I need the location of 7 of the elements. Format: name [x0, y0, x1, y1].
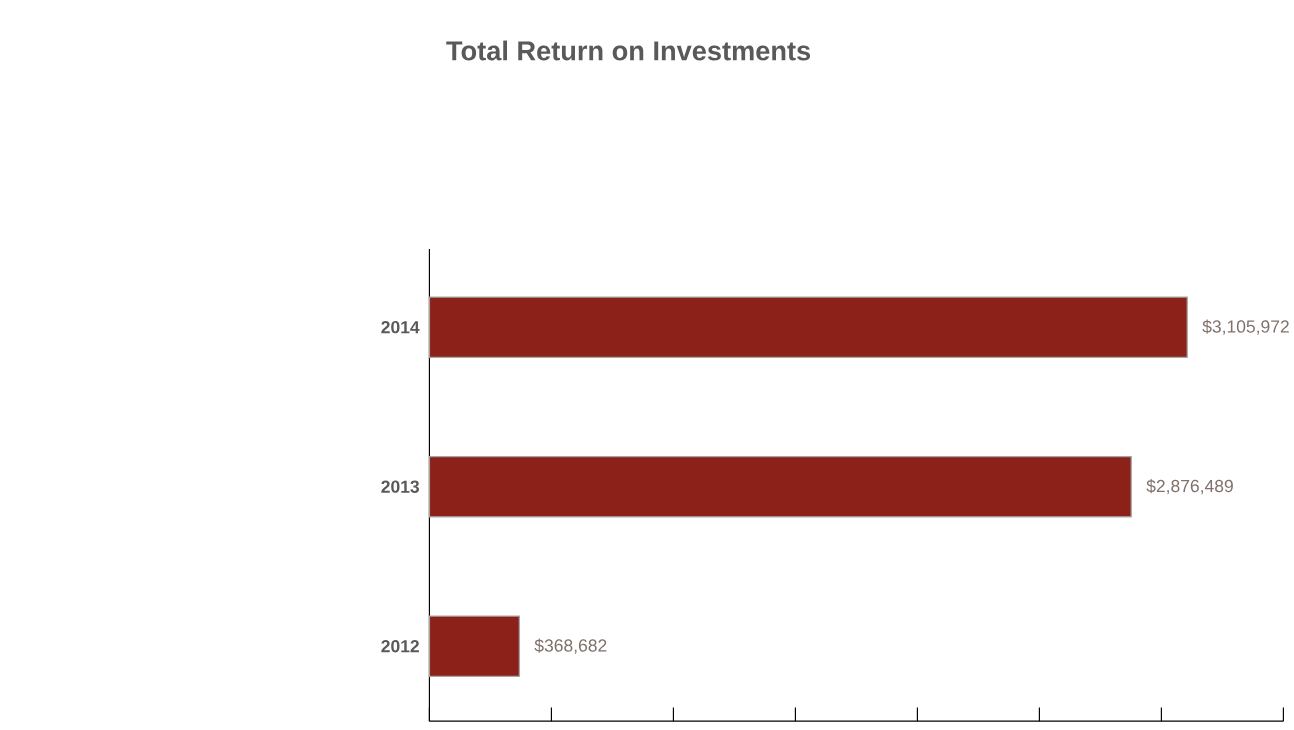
data-label: $2,876,489	[1146, 479, 1233, 495]
data-label: $368,682	[534, 638, 607, 654]
y-tick-label: 2012	[381, 639, 419, 653]
y-tick-label: 2013	[381, 480, 420, 493]
chart-title: Total Return on Investments	[446, 40, 811, 61]
y-tick-label: 2014	[381, 320, 420, 334]
data-label: $3,105,972	[1202, 319, 1289, 335]
